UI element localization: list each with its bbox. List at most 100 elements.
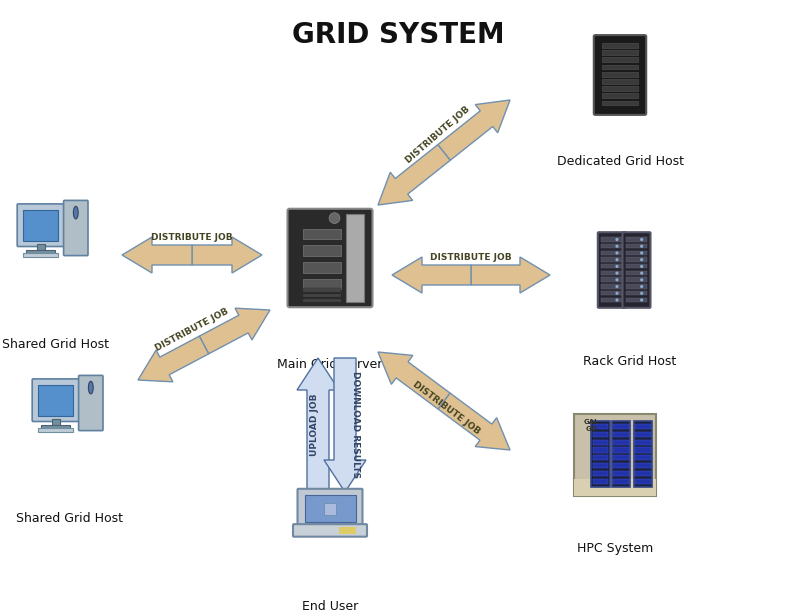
Bar bbox=[602, 291, 622, 295]
Circle shape bbox=[640, 251, 643, 254]
Bar bbox=[593, 440, 608, 445]
Bar bbox=[574, 479, 656, 496]
Bar bbox=[602, 244, 622, 248]
Bar bbox=[614, 447, 629, 453]
Ellipse shape bbox=[73, 206, 78, 219]
Circle shape bbox=[640, 271, 643, 274]
Bar bbox=[611, 421, 630, 487]
Bar bbox=[38, 385, 73, 415]
Bar bbox=[593, 447, 608, 453]
Bar bbox=[626, 284, 647, 289]
Bar bbox=[602, 278, 622, 282]
FancyBboxPatch shape bbox=[622, 232, 650, 308]
Bar bbox=[41, 425, 70, 429]
Text: Shared Grid Host: Shared Grid Host bbox=[2, 338, 108, 351]
Bar bbox=[602, 43, 638, 48]
Bar bbox=[602, 264, 622, 268]
Bar bbox=[23, 210, 58, 240]
Circle shape bbox=[615, 258, 618, 261]
FancyBboxPatch shape bbox=[293, 524, 367, 537]
Bar bbox=[303, 229, 341, 239]
Bar bbox=[635, 455, 650, 461]
Circle shape bbox=[640, 278, 643, 281]
Text: GAL
GO: GAL GO bbox=[583, 419, 599, 432]
Bar bbox=[634, 421, 653, 487]
Bar bbox=[593, 463, 608, 468]
Bar bbox=[602, 271, 622, 275]
Bar bbox=[593, 424, 608, 429]
Circle shape bbox=[640, 245, 643, 248]
Bar bbox=[626, 271, 647, 275]
Bar bbox=[593, 432, 608, 437]
Circle shape bbox=[640, 238, 643, 241]
Bar bbox=[303, 245, 341, 256]
FancyArrow shape bbox=[122, 237, 192, 273]
Bar bbox=[593, 471, 608, 476]
Bar bbox=[626, 264, 647, 268]
Bar bbox=[52, 419, 60, 425]
Text: DISTRIBUTE JOB: DISTRIBUTE JOB bbox=[430, 254, 512, 262]
Bar bbox=[602, 237, 622, 242]
Bar bbox=[614, 424, 629, 429]
Text: Dedicated Grid Host: Dedicated Grid Host bbox=[556, 155, 684, 168]
Bar bbox=[593, 455, 608, 461]
FancyBboxPatch shape bbox=[297, 489, 363, 527]
Bar bbox=[635, 463, 650, 468]
FancyBboxPatch shape bbox=[598, 232, 626, 308]
Circle shape bbox=[615, 298, 618, 301]
Text: Rack Grid Host: Rack Grid Host bbox=[583, 355, 677, 368]
FancyBboxPatch shape bbox=[18, 204, 64, 246]
Circle shape bbox=[615, 245, 618, 248]
FancyArrow shape bbox=[297, 358, 339, 492]
FancyArrow shape bbox=[392, 257, 471, 293]
Text: Shared Grid Host: Shared Grid Host bbox=[17, 512, 124, 525]
Bar bbox=[324, 503, 336, 515]
Bar bbox=[614, 455, 629, 461]
Circle shape bbox=[615, 251, 618, 254]
Text: DISTRIBUTE JOB: DISTRIBUTE JOB bbox=[410, 380, 481, 436]
Circle shape bbox=[615, 238, 618, 241]
Bar bbox=[614, 479, 629, 484]
FancyArrow shape bbox=[471, 257, 550, 293]
Text: DISTRIBUTE JOB: DISTRIBUTE JOB bbox=[404, 105, 472, 165]
FancyArrow shape bbox=[438, 393, 510, 450]
Bar bbox=[635, 432, 650, 437]
FancyArrow shape bbox=[378, 352, 450, 409]
Bar bbox=[303, 299, 341, 302]
FancyArrow shape bbox=[324, 358, 366, 492]
Circle shape bbox=[615, 285, 618, 288]
Bar bbox=[303, 262, 341, 273]
Bar bbox=[602, 101, 638, 106]
Circle shape bbox=[640, 265, 643, 268]
Bar bbox=[626, 251, 647, 255]
Bar bbox=[602, 257, 622, 262]
FancyArrow shape bbox=[199, 308, 270, 354]
Bar bbox=[602, 72, 638, 77]
Bar bbox=[602, 298, 622, 302]
Text: GRID SYSTEM: GRID SYSTEM bbox=[292, 21, 505, 49]
Bar bbox=[602, 284, 622, 289]
Ellipse shape bbox=[88, 381, 93, 394]
Bar bbox=[626, 244, 647, 248]
Text: UPLOAD JOB: UPLOAD JOB bbox=[309, 393, 319, 456]
Bar bbox=[626, 291, 647, 295]
Bar bbox=[614, 471, 629, 476]
Circle shape bbox=[640, 292, 643, 295]
Bar bbox=[635, 424, 650, 429]
Bar bbox=[635, 471, 650, 476]
Circle shape bbox=[615, 278, 618, 281]
Bar bbox=[635, 479, 650, 484]
Bar bbox=[602, 251, 622, 255]
Bar bbox=[574, 414, 656, 496]
Circle shape bbox=[640, 298, 643, 301]
Bar bbox=[635, 447, 650, 453]
Bar bbox=[602, 57, 638, 62]
Bar bbox=[626, 237, 647, 242]
Text: Main Grid Server: Main Grid Server bbox=[277, 358, 383, 371]
Bar bbox=[614, 463, 629, 468]
Bar bbox=[591, 421, 610, 487]
FancyBboxPatch shape bbox=[79, 375, 103, 431]
Circle shape bbox=[615, 292, 618, 295]
Bar bbox=[626, 278, 647, 282]
Circle shape bbox=[640, 258, 643, 261]
